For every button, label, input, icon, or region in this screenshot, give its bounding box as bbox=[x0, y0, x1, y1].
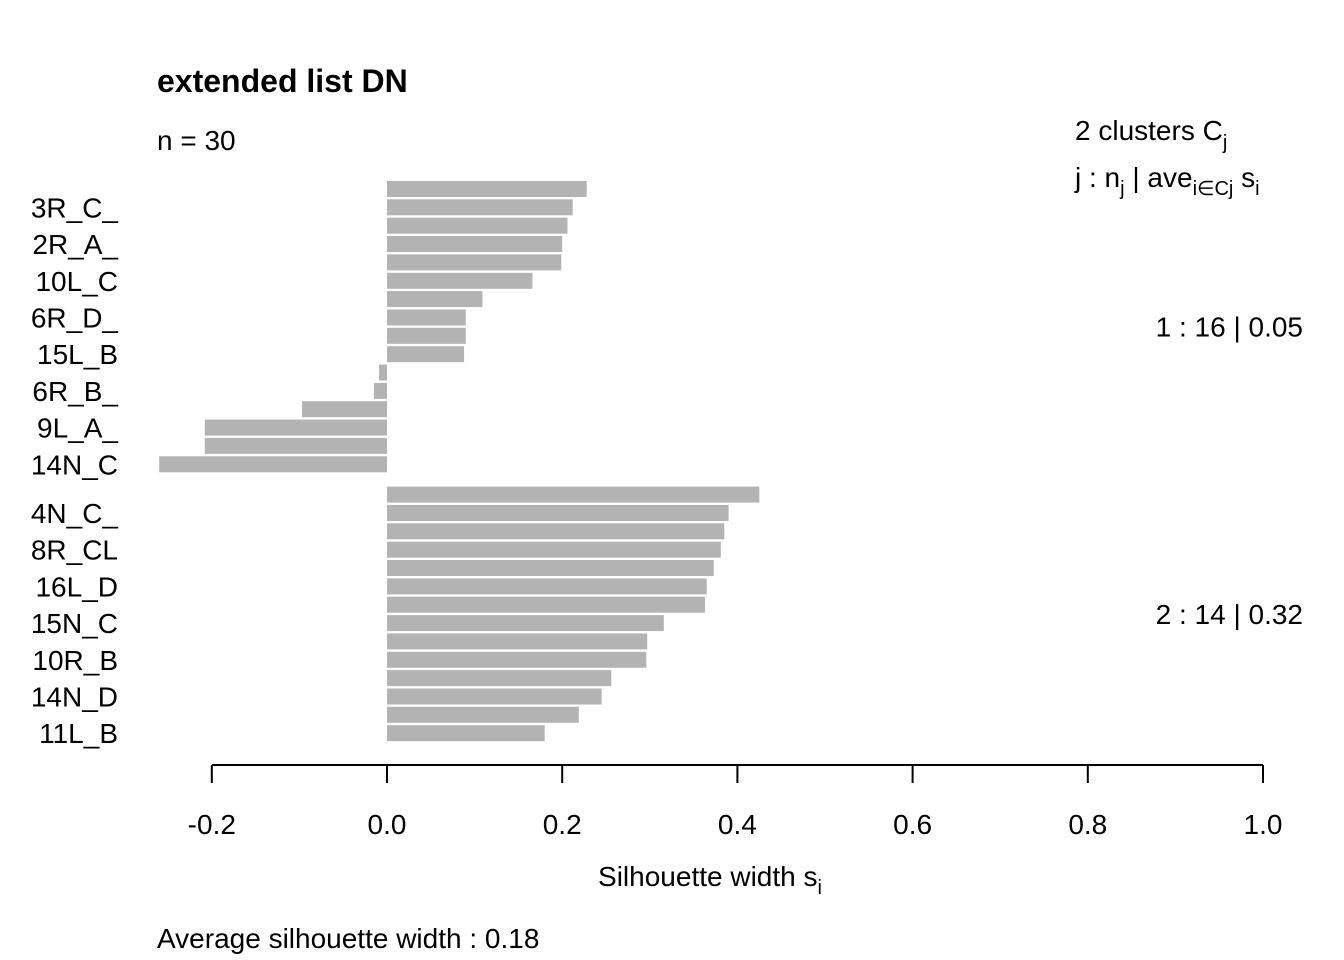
row-label: 11L_B bbox=[39, 718, 118, 749]
x-tick-label: -0.2 bbox=[188, 809, 236, 840]
silhouette-bar bbox=[387, 181, 587, 197]
silhouette-bar bbox=[387, 651, 647, 668]
row-label: 2R_A_ bbox=[32, 229, 118, 260]
silhouette-bar bbox=[387, 688, 602, 705]
silhouette-bar bbox=[387, 291, 483, 308]
legend-header-line2: j : nj | avei∈Cj si bbox=[1074, 162, 1260, 200]
silhouette-bar bbox=[387, 236, 563, 252]
silhouette-bar bbox=[387, 725, 545, 742]
x-tick-label: 0.0 bbox=[368, 809, 407, 840]
silhouette-bar bbox=[302, 401, 387, 418]
cluster-summary-label: 2 : 14 | 0.32 bbox=[1156, 599, 1303, 630]
silhouette-bar bbox=[204, 437, 387, 454]
silhouette-bar bbox=[387, 578, 707, 595]
row-label: 6R_D_ bbox=[31, 303, 119, 334]
silhouette-bar bbox=[379, 364, 387, 381]
x-tick-label: 0.6 bbox=[893, 809, 932, 840]
x-tick-label: 0.4 bbox=[718, 809, 757, 840]
legend-header-line1: 2 clusters Cj bbox=[1075, 115, 1227, 154]
silhouette-bar bbox=[387, 486, 760, 503]
row-label: 3R_C_ bbox=[31, 192, 119, 223]
row-label: 10L_C bbox=[35, 266, 118, 297]
cluster-labels-group: 1 : 16 | 0.05 2 : 14 | 0.32 bbox=[1156, 312, 1303, 630]
silhouette-bar bbox=[204, 419, 387, 436]
row-labels-group: 3R_C_ 2R_A_ 10L_C 6R_D_ 15L_B 6R_B_ 9L_A_ 14N_C… bbox=[31, 192, 119, 749]
silhouette-bar bbox=[387, 309, 466, 326]
row-label: 9L_A_ bbox=[37, 413, 118, 444]
row-label: 14N_D bbox=[31, 682, 118, 713]
silhouette-bar bbox=[387, 670, 612, 687]
row-label: 6R_B_ bbox=[32, 376, 118, 407]
legend-header: 2 clusters Cj j : nj | avei∈Cj si bbox=[1074, 115, 1260, 200]
silhouette-bar bbox=[387, 327, 466, 344]
row-label: 4N_C_ bbox=[31, 498, 119, 529]
silhouette-bar bbox=[387, 217, 568, 234]
silhouette-bar bbox=[159, 456, 387, 473]
row-label: 15N_C bbox=[31, 608, 118, 639]
row-label: 16L_D bbox=[35, 571, 118, 602]
x-axis-label: Silhouette width si bbox=[598, 861, 822, 899]
silhouette-bar bbox=[387, 346, 465, 363]
row-label: 15L_B bbox=[37, 339, 118, 370]
x-tick-label: 0.2 bbox=[543, 809, 582, 840]
row-label: 10R_B bbox=[32, 645, 118, 676]
silhouette-bar bbox=[387, 505, 729, 521]
x-tick-label: 1.0 bbox=[1244, 809, 1283, 840]
silhouette-bar bbox=[387, 615, 664, 632]
silhouette-bar bbox=[387, 706, 579, 723]
silhouette-bar bbox=[387, 272, 533, 289]
cluster-summary-label: 1 : 16 | 0.05 bbox=[1156, 312, 1303, 343]
bars-group bbox=[159, 181, 760, 742]
silhouette-bar bbox=[387, 596, 705, 613]
x-tick-label: 0.8 bbox=[1068, 809, 1107, 840]
silhouette-bar bbox=[387, 523, 725, 540]
average-silhouette-footer: Average silhouette width : 0.18 bbox=[157, 923, 539, 954]
silhouette-bar bbox=[373, 382, 387, 399]
chart-subtitle: n = 30 bbox=[157, 125, 236, 156]
silhouette-bar bbox=[387, 541, 721, 558]
silhouette-bar bbox=[387, 560, 714, 576]
row-label: 8R_CL bbox=[31, 535, 118, 566]
row-label: 14N_C bbox=[31, 449, 118, 480]
silhouette-bar bbox=[387, 633, 648, 650]
chart-title: extended list DN bbox=[157, 63, 408, 99]
silhouette-bar bbox=[387, 254, 562, 271]
x-axis: -0.2 0.0 0.2 0.4 0.6 0.8 1.0 bbox=[188, 764, 1283, 840]
silhouette-bar bbox=[387, 199, 573, 216]
